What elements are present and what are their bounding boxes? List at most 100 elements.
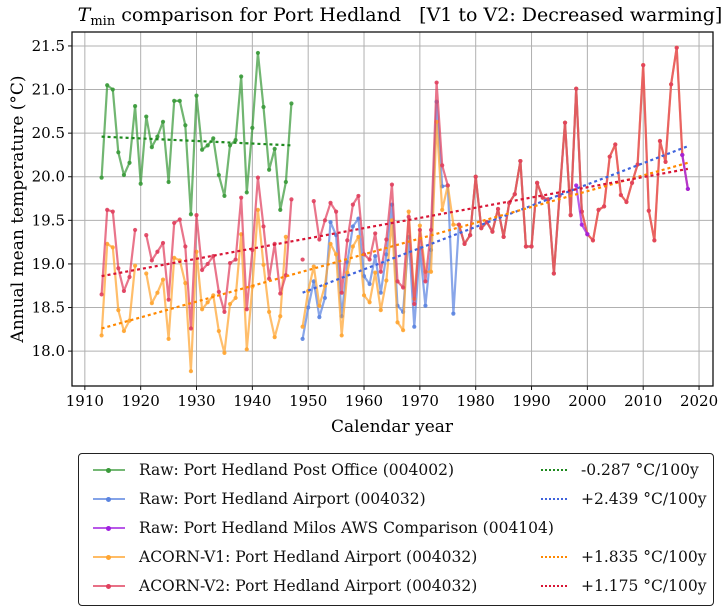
- data-point: [149, 301, 154, 306]
- legend-trend-label: +2.439 °C/100y: [581, 490, 707, 508]
- series-line: [145, 208, 287, 373]
- series-line: [301, 46, 684, 337]
- data-point: [412, 324, 417, 329]
- data-point: [322, 218, 328, 223]
- data-point: [278, 207, 283, 212]
- data-point: [244, 307, 249, 312]
- data-point: [194, 213, 199, 218]
- data-point: [188, 212, 194, 217]
- data-point: [345, 270, 350, 275]
- data-point: [468, 233, 473, 238]
- data-point: [110, 245, 115, 250]
- data-point: [652, 238, 657, 243]
- data-point: [551, 271, 556, 276]
- legend-item-raw-milos-aws: Raw: Port Hedland Milos AWS Comparison (…: [93, 517, 554, 539]
- data-point: [328, 219, 333, 225]
- data-point: [484, 219, 489, 225]
- y-tick-label: 21.5: [32, 37, 65, 55]
- data-point: [233, 138, 238, 143]
- x-tick-label: 1910: [66, 392, 104, 410]
- data-point: [144, 271, 149, 276]
- data-point: [183, 244, 188, 249]
- data-point: [685, 186, 690, 192]
- series-1: [300, 86, 584, 342]
- y-tick-label: 18.0: [32, 342, 65, 360]
- chart: Tmin comparison for Port Hedland [V1 to …: [8, 4, 722, 437]
- legend-item-trend-acorn-v2: +1.175 °C/100y: [541, 575, 706, 597]
- plot-frame: [71, 31, 714, 387]
- data-point: [166, 297, 171, 302]
- data-point: [395, 320, 400, 325]
- data-point: [172, 98, 177, 103]
- series-line: [681, 154, 689, 190]
- legend: Raw: Port Hedland Post Office (004002) R…: [78, 453, 714, 606]
- x-tick-label: 1980: [457, 392, 495, 410]
- data-point: [579, 222, 584, 227]
- data-point: [501, 234, 506, 240]
- x-tick-label: 2010: [624, 392, 662, 410]
- data-point: [384, 252, 389, 257]
- data-point: [568, 213, 573, 218]
- data-point: [350, 224, 355, 229]
- data-point: [121, 288, 127, 294]
- y-tick-label: 19.0: [32, 255, 65, 273]
- data-point: [596, 207, 601, 212]
- data-point: [116, 308, 121, 313]
- data-point: [261, 224, 266, 229]
- data-point: [222, 350, 227, 355]
- data-point: [451, 311, 456, 316]
- legend-item-acorn-v2: ACORN-V2: Port Hedland Airport (004032): [93, 575, 477, 597]
- legend-dotted-line-icon: [541, 493, 567, 505]
- series-line: [145, 176, 293, 330]
- data-point: [490, 229, 495, 234]
- data-point: [378, 269, 383, 274]
- data-point: [574, 86, 579, 91]
- data-point: [222, 193, 227, 199]
- data-point: [523, 244, 529, 249]
- data-point: [183, 281, 188, 286]
- data-point: [110, 87, 115, 92]
- data-point: [378, 308, 383, 313]
- data-point: [401, 328, 406, 333]
- data-point: [132, 104, 138, 109]
- data-point: [166, 179, 171, 185]
- data-point: [149, 258, 154, 263]
- data-point: [462, 241, 467, 246]
- legend-item-trend-acorn-v1: +1.835 °C/100y: [541, 546, 706, 568]
- data-point: [227, 260, 233, 266]
- data-point: [205, 300, 210, 305]
- data-point: [317, 237, 322, 242]
- data-point: [261, 262, 266, 267]
- legend-label: Raw: Port Hedland Airport (004032): [139, 490, 426, 508]
- data-point: [423, 303, 428, 308]
- data-point: [255, 207, 261, 212]
- data-point: [250, 125, 255, 131]
- data-point: [328, 200, 333, 205]
- series-lines: [99, 45, 690, 374]
- legend-dotted-line-icon: [541, 464, 567, 476]
- legend-trend-label: +1.835 °C/100y: [581, 548, 707, 566]
- data-point: [440, 163, 445, 168]
- legend-trend-label: +1.175 °C/100y: [581, 577, 707, 595]
- data-point: [289, 101, 294, 106]
- data-point: [540, 195, 545, 200]
- data-point: [669, 82, 674, 87]
- y-axis-label: Annual mean temperature (°C): [8, 75, 28, 343]
- data-point: [562, 120, 568, 125]
- data-point: [428, 269, 434, 274]
- data-point: [529, 244, 534, 249]
- data-point: [177, 98, 182, 103]
- data-point: [239, 195, 244, 200]
- legend-line-icon: [93, 580, 125, 592]
- data-point: [334, 209, 339, 214]
- data-point: [451, 222, 456, 227]
- legend-item-acorn-v1: ACORN-V1: Port Hedland Airport (004032): [93, 546, 477, 568]
- data-point: [574, 183, 579, 188]
- legend-dotted-line-icon: [541, 551, 567, 563]
- data-point: [356, 234, 361, 240]
- data-point: [607, 154, 612, 159]
- y-tick-label: 20.0: [32, 168, 65, 186]
- data-point: [172, 255, 177, 260]
- data-point: [227, 301, 233, 307]
- data-point: [289, 197, 294, 202]
